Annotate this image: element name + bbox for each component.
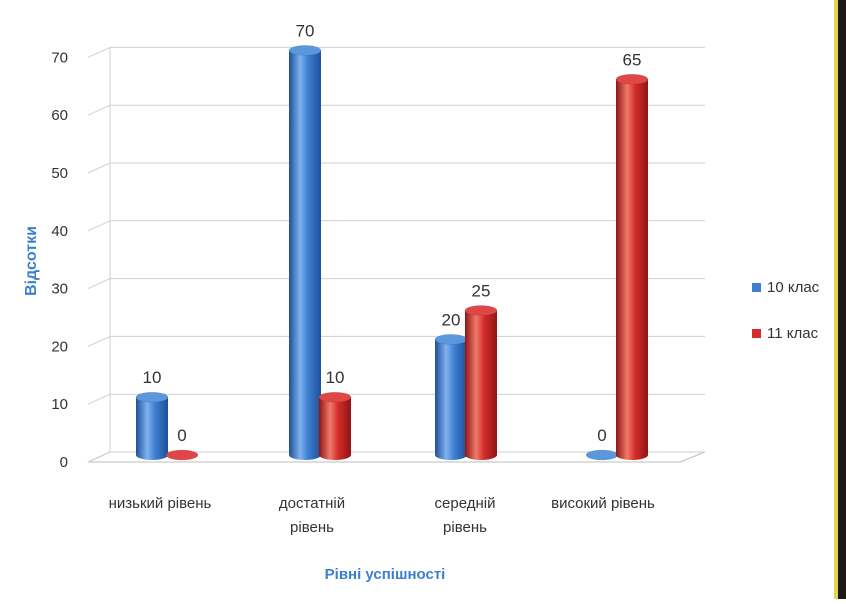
legend-label-10: 10 клас [767, 278, 820, 296]
legend-swatch-11 [752, 328, 761, 338]
y-axis-title: Відсотки [23, 226, 40, 296]
gridline-diag-4 [87, 220, 111, 232]
x-tick-label-3: високий рівень [551, 495, 655, 512]
y-tick-label-2: 20 [51, 338, 68, 355]
bar-top-s1-c3 [615, 74, 649, 85]
y-tick-label-6: 60 [51, 107, 68, 124]
legend-item-10: 10 клас [752, 276, 819, 298]
bar-top-s0-c2 [434, 334, 468, 345]
right-edge-strip [834, 0, 846, 599]
bar-top-s1-c1 [318, 391, 352, 403]
y-tick-label-4: 40 [51, 223, 68, 240]
x-tick-label-2-line1: середній [434, 495, 496, 512]
data-label-s1-c0: 0 [177, 426, 186, 445]
legend-label-11: 11 клас [767, 324, 819, 342]
data-label-s1-c1: 10 [326, 368, 345, 387]
x-tick-label-2-line2: рівень [443, 519, 487, 536]
data-label-s0-c3: 0 [597, 426, 606, 445]
bar-s0-c0 [136, 397, 168, 460]
y-tick-label-3: 30 [51, 281, 68, 298]
bar-top-s1-c2 [464, 305, 498, 316]
bar-s1-c3 [616, 79, 648, 461]
bar-top-s1-c0 [165, 449, 199, 461]
x-tick-label-2: середній рівень [400, 492, 530, 540]
bar-top-s0-c0 [135, 391, 169, 403]
gridline-diag-2 [87, 335, 111, 347]
bar-s1-c1 [319, 397, 351, 460]
data-label-s1-c3: 65 [623, 50, 642, 69]
gridline-diag-0 [87, 451, 111, 463]
gridline-diag-3 [87, 278, 111, 290]
legend-item-11: 11 клас [752, 322, 819, 344]
data-label-s1-c2: 25 [472, 282, 491, 301]
data-label-s0-c2: 20 [442, 310, 461, 329]
y-tick-label-5: 50 [51, 165, 68, 182]
gridline-diag-1 [87, 393, 111, 405]
bar-s1-c2 [465, 310, 497, 460]
bar-top-s0-c3 [585, 449, 619, 461]
data-label-s0-c1: 70 [296, 21, 315, 40]
bar-s0-c1 [289, 50, 321, 461]
y-tick-label-1: 10 [51, 396, 68, 413]
gridline-diag-6 [87, 104, 111, 116]
y-tick-label-7: 70 [51, 49, 68, 66]
gridline-diag-7 [87, 46, 111, 58]
data-label-s0-c0: 10 [143, 368, 162, 387]
x-tick-label-1-line2: рівень [290, 519, 334, 536]
x-tick-label-0: низький рівень [108, 495, 212, 512]
x-tick-label-1-line1: достатній [278, 495, 346, 512]
x-axis-title: Рівні успішності [324, 566, 446, 583]
bar-top-s0-c1 [288, 45, 322, 56]
gridline-diag-5 [87, 162, 111, 174]
legend: 10 клас 11 клас [752, 276, 819, 368]
bar-s0-c2 [435, 339, 467, 460]
x-tick-label-1: достатній рівень [247, 492, 377, 540]
legend-swatch-10 [752, 282, 761, 292]
y-tick-label-0: 0 [60, 454, 68, 471]
